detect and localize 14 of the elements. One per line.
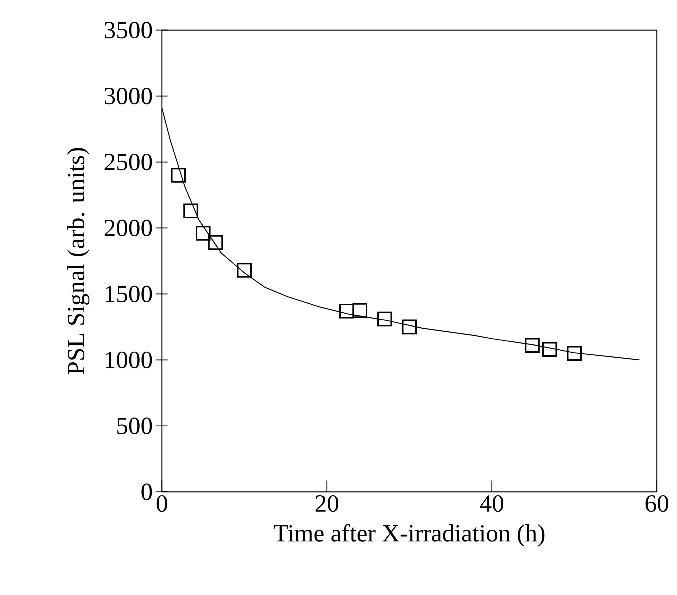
y-tick-label: 1500 xyxy=(106,286,152,303)
y-tick-label: 2500 xyxy=(104,154,152,171)
x-tick-label: 60 xyxy=(646,496,668,512)
y-tick-label: 3000 xyxy=(104,88,152,105)
y-tick-label: 1000 xyxy=(106,352,152,369)
x-axis-title: Time after X-irradiation (h) xyxy=(274,524,545,548)
y-tick-label: 500 xyxy=(118,418,152,435)
y-tick-label: 0 xyxy=(142,484,152,501)
x-tick-label: 40 xyxy=(480,496,504,512)
y-tick-label: 2000 xyxy=(104,220,152,237)
y-tick-label: 3500 xyxy=(104,22,152,39)
x-tick-label: 20 xyxy=(316,496,339,512)
y-axis-title: PSL Signal (arb. units) xyxy=(67,148,90,375)
x-tick-label: 0 xyxy=(156,496,168,512)
